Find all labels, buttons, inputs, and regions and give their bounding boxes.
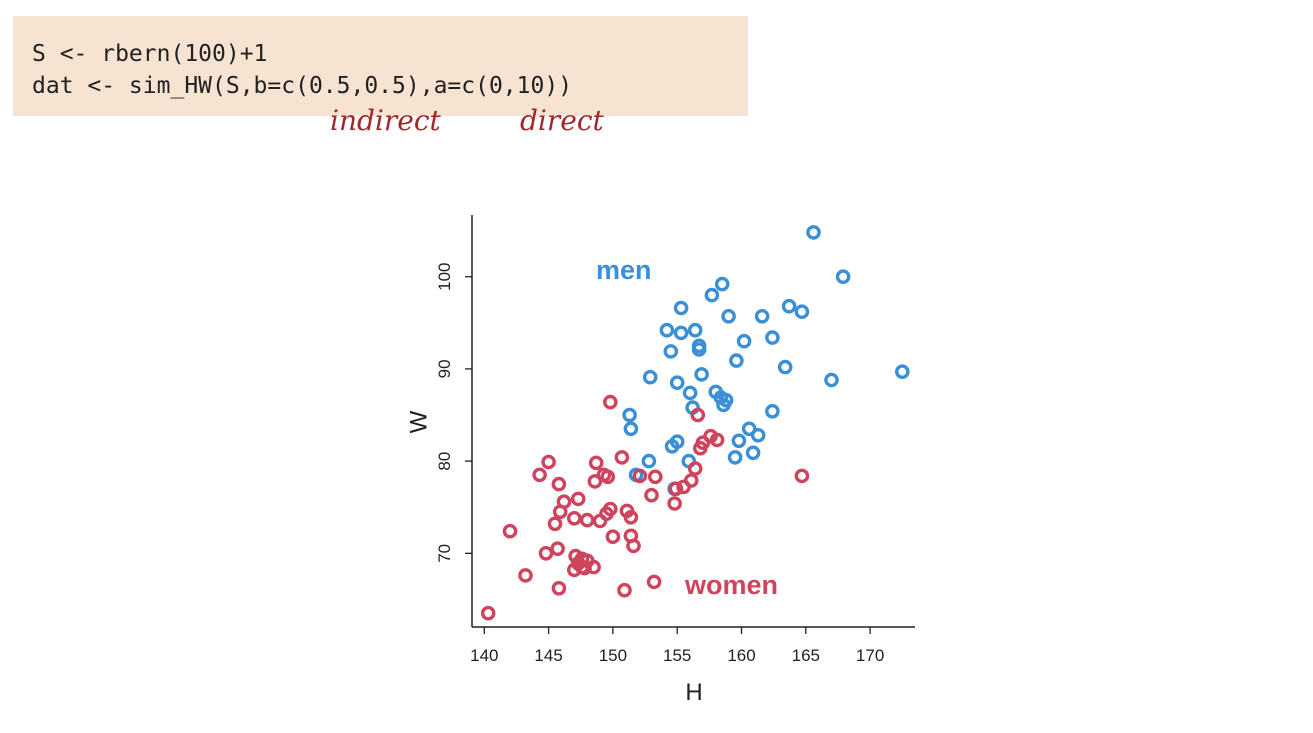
women-point <box>600 469 616 485</box>
y-tick-label: 70 <box>435 544 454 563</box>
men-point <box>641 453 657 469</box>
men-point <box>750 427 766 443</box>
women-point <box>552 504 568 520</box>
y-axis-title: W <box>405 410 432 433</box>
women-point <box>577 560 592 576</box>
men-point <box>731 433 747 449</box>
code-line-2: dat <- sim_HW(S,b=c(0.5,0.5),a=c(0,10)) <box>32 73 573 99</box>
men-point <box>781 298 797 314</box>
men-point <box>727 450 743 465</box>
women-point <box>532 467 547 483</box>
x-tick-label: 165 <box>792 646 820 665</box>
women-point <box>588 455 604 471</box>
men-point <box>704 287 720 303</box>
y-tick-label: 90 <box>435 359 454 378</box>
women-point <box>605 529 621 545</box>
x-tick-label: 150 <box>599 646 627 665</box>
women-point <box>551 476 567 492</box>
men-point <box>721 308 736 324</box>
women-point <box>614 450 630 465</box>
women-point <box>648 469 663 485</box>
women-point <box>690 407 706 423</box>
men-point <box>642 369 658 385</box>
chart-axes: 140 145 150 155 160 165 170 70 80 90 100 <box>435 215 915 665</box>
men-point <box>669 375 685 391</box>
women-point <box>617 582 632 598</box>
women-point <box>667 496 682 511</box>
men-point <box>716 397 731 413</box>
women-point <box>794 468 810 484</box>
men-point <box>673 300 689 316</box>
men-point <box>687 322 703 338</box>
x-tick-label: 160 <box>727 646 755 665</box>
women-point <box>592 513 608 529</box>
women-point <box>586 559 601 575</box>
men-point <box>745 445 761 461</box>
men-point <box>623 421 639 437</box>
women-point <box>541 454 556 470</box>
series-label-women: women <box>684 570 778 600</box>
women-point <box>709 432 725 448</box>
women-point <box>687 461 703 476</box>
men-point <box>895 364 910 380</box>
men-point <box>694 367 709 382</box>
women-point <box>480 605 496 621</box>
annotation-direct: direct <box>520 104 604 137</box>
women-point <box>668 481 684 497</box>
women-point <box>587 474 603 489</box>
men-point <box>765 330 780 345</box>
men-point <box>741 421 757 437</box>
men-point <box>622 407 637 423</box>
men-point <box>736 333 752 349</box>
women-point <box>623 509 639 525</box>
women-point <box>538 546 554 561</box>
men-point <box>835 269 851 285</box>
women-point <box>570 491 586 507</box>
women-point <box>644 487 659 503</box>
women-point <box>579 512 595 528</box>
men-point <box>673 325 689 341</box>
men-point <box>714 276 730 292</box>
women-point <box>603 394 618 410</box>
code-line-1: S <- rbern(100)+1 <box>32 41 268 67</box>
women-point <box>547 516 563 532</box>
y-tick-label: 80 <box>435 452 454 471</box>
y-tick-label: 100 <box>435 263 454 291</box>
men-point <box>806 225 821 240</box>
men-point <box>765 403 780 419</box>
men-point <box>682 385 698 401</box>
men-point <box>824 372 839 388</box>
men-point <box>777 359 793 375</box>
women-point <box>502 523 518 539</box>
women-point <box>551 581 567 596</box>
x-tick-label: 170 <box>856 646 884 665</box>
women-point <box>632 468 648 484</box>
men-point <box>754 308 770 324</box>
women-point <box>550 541 565 557</box>
code-block: S <- rbern(100)+1 dat <- sim_HW(S,b=c(0.… <box>13 16 748 116</box>
series-label-men: men <box>596 255 652 285</box>
men-point <box>729 353 744 368</box>
annotation-indirect: indirect <box>330 104 441 137</box>
women-point <box>676 479 691 495</box>
women-point <box>567 511 582 526</box>
x-axis-title: H <box>685 679 702 706</box>
x-tick-label: 155 <box>663 646 691 665</box>
chart-points <box>480 225 910 621</box>
women-point <box>693 440 708 456</box>
men-point <box>664 438 680 454</box>
men-point <box>691 342 707 357</box>
women-point <box>626 538 641 554</box>
men-point <box>794 304 810 320</box>
x-tick-label: 145 <box>534 646 562 665</box>
x-tick-label: 140 <box>470 646 498 665</box>
men-point <box>659 322 675 338</box>
men-point <box>663 344 679 359</box>
women-point <box>646 574 662 590</box>
women-point <box>518 568 533 583</box>
